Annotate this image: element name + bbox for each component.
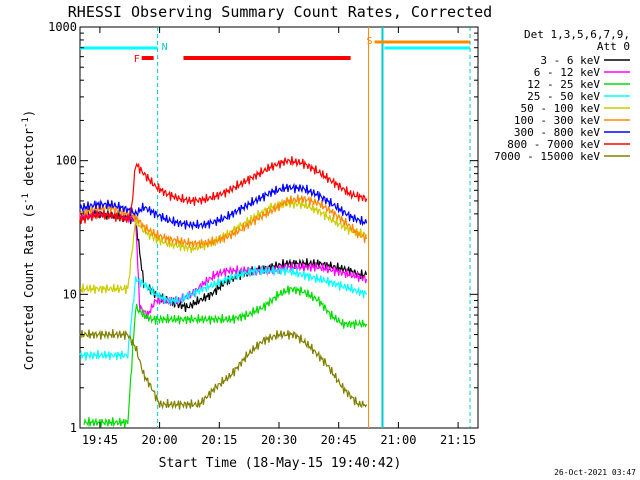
y-axis-label: Corrected Count Rate (s-1 detector-1) [21,110,36,370]
legend-label: 12 - 25 keV [527,78,600,91]
legend-label: 100 - 300 keV [514,114,600,127]
series-line-7 [79,156,368,225]
legend-label: 6 - 12 keV [534,66,601,79]
y-tick-label: 100 [55,154,77,168]
series-line-8 [79,329,368,410]
x-tick-label: 20:00 [142,433,178,447]
legend-label: 800 - 7000 keV [507,138,600,151]
x-tick-label: 20:15 [201,433,237,447]
flare-label: F [134,54,140,65]
legend-label: 7000 - 15000 keV [494,150,600,163]
x-tick-label: 19:45 [82,433,118,447]
legend-label: 3 - 6 keV [540,54,600,67]
series-line-2 [83,285,368,428]
series-line-6 [79,182,368,231]
y-label-sup1: -1 [21,193,31,204]
saa-label: S [367,36,373,47]
series-group [79,156,368,428]
footer-date: 26-Oct-2021 03:47 [554,468,636,477]
axes: 19:45 20:00 20:15 20:30 20:45 21:00 21:15 1 10 10… [48,20,478,447]
y-label-mid: detector [22,128,36,193]
y-tick-label: 1 [70,421,77,435]
y-label-sup2: -1 [21,117,31,128]
x-tick-label: 21:15 [440,433,476,447]
x-tick-label: 21:00 [380,433,416,447]
legend-label: 300 - 800 keV [514,126,600,139]
night-label: N [162,42,168,53]
series-line-0 [79,209,368,312]
legend-header-2: Att 0 [597,40,630,53]
annotations: N F S [80,27,471,428]
y-tick-label: 10 [63,287,77,301]
y-tick-label: 1000 [48,20,77,34]
legend-label: 50 - 100 keV [521,102,601,115]
plot-frame [79,26,479,429]
legend-header-1: Det 1,3,5,6,7,9, [524,28,630,41]
legend-label: 25 - 50 keV [527,90,600,103]
chart-title: RHESSI Observing Summary Count Rates, Co… [68,3,492,21]
y-label-main: Corrected Count Rate (s [22,204,36,370]
x-tick-label: 20:30 [261,433,297,447]
series-line-4 [79,198,368,294]
plot-border [79,26,479,429]
series-line-3 [79,265,368,361]
y-label-end: ) [22,110,36,117]
x-tick-label: 20:45 [321,433,357,447]
x-axis-label: Start Time (18-May-15 19:40:42) [159,456,402,471]
